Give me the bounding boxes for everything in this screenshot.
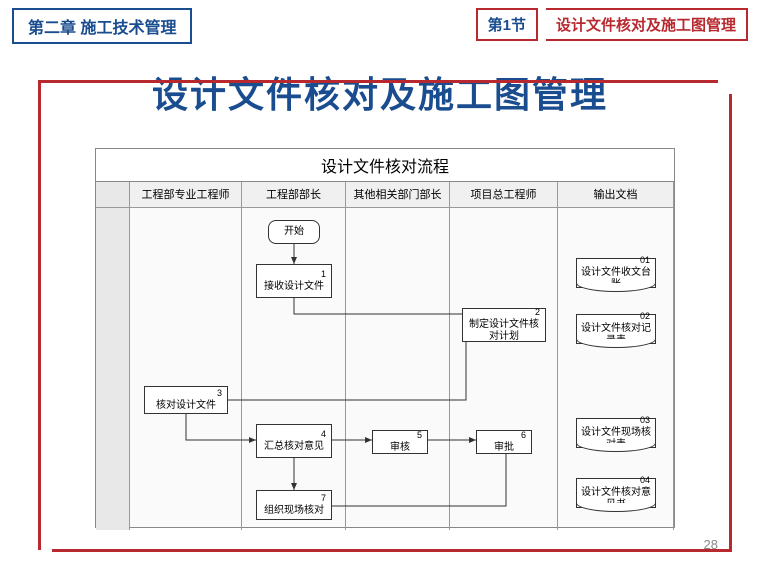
chart-title: 设计文件核对流程 <box>96 149 674 182</box>
section-title: 设计文件核对及施工图管理 <box>546 8 748 41</box>
swimlane-0 <box>96 182 130 530</box>
flow-node-n5: 5审核 <box>372 430 428 454</box>
lane-header: 项目总工程师 <box>450 182 557 208</box>
page-number: 28 <box>704 537 718 552</box>
flow-node-d1: 01设计文件收文台账 <box>576 258 656 288</box>
flow-node-n1: 1接收设计文件 <box>256 264 332 298</box>
swimlane-4: 项目总工程师 <box>450 182 558 530</box>
flow-node-n7: 7组织现场核对 <box>256 490 332 520</box>
chapter-label: 第二章 施工技术管理 <box>12 8 192 44</box>
section-number: 第1节 <box>476 8 538 41</box>
flow-node-n3: 3核对设计文件 <box>144 386 228 414</box>
lane-header: 其他相关部门部长 <box>346 182 449 208</box>
lane-header: 工程部专业工程师 <box>130 182 241 208</box>
flow-node-d2: 02设计文件核对记录表 <box>576 314 656 344</box>
flow-node-d3: 03设计文件现场核对表 <box>576 418 656 448</box>
flow-node-start: 开始 <box>268 220 320 244</box>
lane-header <box>96 182 129 208</box>
lane-header: 工程部部长 <box>242 182 345 208</box>
flow-node-n2: 2制定设计文件核对计划 <box>462 308 546 342</box>
swimlane-area: 工程部专业工程师工程部部长其他相关部门部长项目总工程师输出文档开始 1接收设计文件… <box>96 182 674 530</box>
flow-node-n4: 4汇总核对意见 <box>256 424 332 458</box>
flow-node-n6: 6审批 <box>476 430 532 454</box>
swimlane-1: 工程部专业工程师 <box>130 182 242 530</box>
swimlane-3: 其他相关部门部长 <box>346 182 450 530</box>
flow-node-d4: 04设计文件核对意见书 <box>576 478 656 508</box>
lane-header: 输出文档 <box>558 182 673 208</box>
flowchart-container: 设计文件核对流程 工程部专业工程师工程部部长其他相关部门部长项目总工程师输出文档… <box>95 148 675 528</box>
